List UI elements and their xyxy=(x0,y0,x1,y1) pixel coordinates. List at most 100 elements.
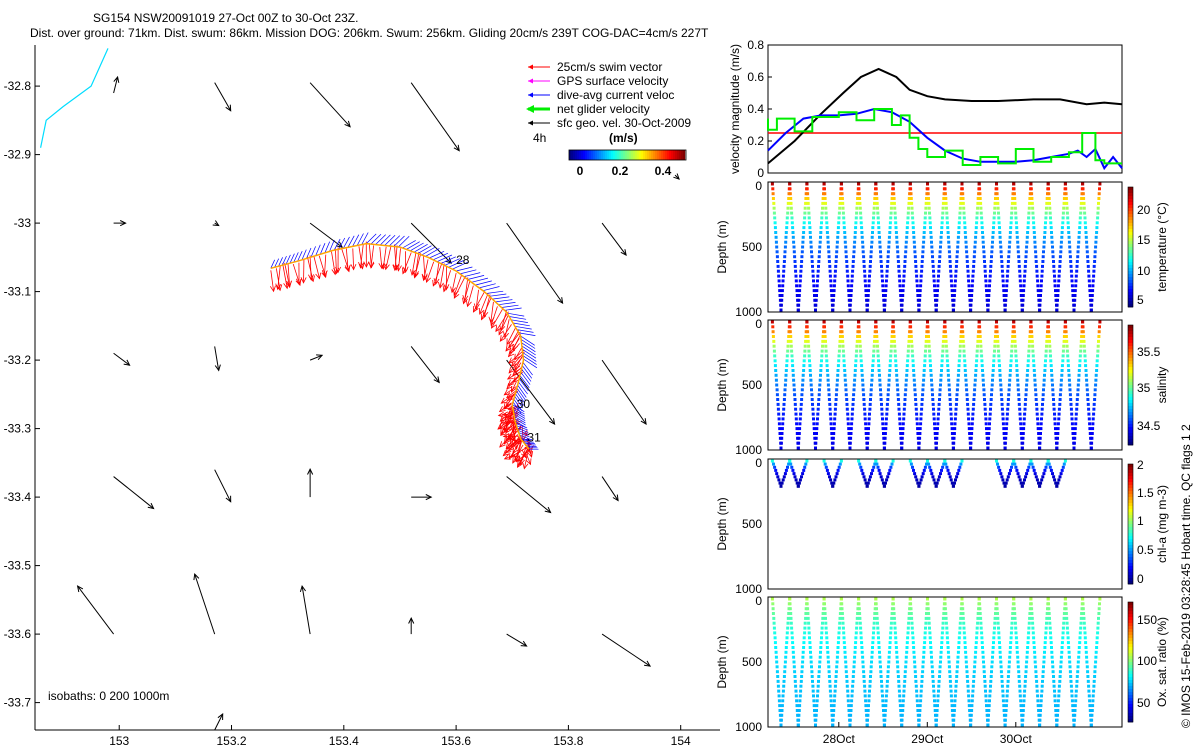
section-dot xyxy=(890,616,894,620)
section-dot xyxy=(778,427,782,431)
section-dot xyxy=(784,231,788,234)
section-dot xyxy=(1042,245,1046,249)
section-dot xyxy=(1010,616,1014,620)
section-dot xyxy=(775,670,779,674)
section-dot xyxy=(1019,284,1023,288)
section-dot xyxy=(962,621,966,625)
section-dot xyxy=(1047,325,1050,329)
section-dot xyxy=(792,250,796,254)
section-dot xyxy=(1035,402,1039,406)
section-dot xyxy=(1061,626,1065,630)
section-dot xyxy=(929,468,933,472)
section-dot xyxy=(788,597,792,601)
section-dot xyxy=(1025,655,1029,659)
section-dot xyxy=(839,459,843,463)
section-dot xyxy=(989,679,993,683)
section-dot xyxy=(1007,660,1011,664)
section-dot xyxy=(946,468,950,472)
section-dot xyxy=(941,211,945,215)
section-dot xyxy=(876,216,880,220)
section-dot xyxy=(829,704,833,708)
section-dot xyxy=(838,621,842,625)
section-dot xyxy=(1098,320,1102,324)
section-dot xyxy=(1004,713,1008,717)
section-dot xyxy=(833,407,837,411)
section-dot xyxy=(1023,689,1027,693)
section-dot xyxy=(923,364,927,368)
section-dot xyxy=(924,201,928,205)
colorbar-cell xyxy=(613,150,616,160)
section-dot xyxy=(1056,422,1060,426)
section-dot xyxy=(1074,279,1078,283)
section-dot xyxy=(990,393,993,397)
section-dot xyxy=(806,192,810,196)
section-dot xyxy=(784,468,788,472)
section-dot xyxy=(1035,412,1039,416)
section-dot xyxy=(804,197,808,200)
section-dot xyxy=(864,432,868,435)
section-dot xyxy=(782,679,786,683)
section-dot xyxy=(1010,621,1014,625)
section-dot xyxy=(807,621,811,625)
section-dot xyxy=(999,245,1003,249)
section-dot xyxy=(962,216,966,220)
section-dot xyxy=(777,412,781,416)
section-dot xyxy=(823,612,827,615)
section-dot xyxy=(969,446,973,450)
section-dot xyxy=(873,197,877,200)
colorbar-cell xyxy=(617,150,620,160)
section-dot xyxy=(985,294,989,297)
section-dot xyxy=(957,468,961,472)
map-ytick-label: -33 xyxy=(14,216,32,230)
day-label: 31 xyxy=(527,431,541,445)
colorbar-cell xyxy=(1128,464,1133,468)
section-dot xyxy=(1062,206,1066,210)
geo-vector xyxy=(214,712,224,731)
dac-vector xyxy=(475,280,492,286)
section-dot xyxy=(942,612,946,615)
section-dot xyxy=(978,607,982,611)
dac-vector xyxy=(338,237,346,250)
section-dot xyxy=(924,626,927,630)
section-dot xyxy=(965,388,969,392)
section-dot xyxy=(1072,303,1076,307)
section-dot xyxy=(995,459,998,463)
section-dot xyxy=(913,245,917,249)
section-dot xyxy=(915,694,919,698)
section-dot xyxy=(801,383,805,387)
section-dot xyxy=(1015,373,1019,377)
section-dot xyxy=(885,269,889,273)
section-dot xyxy=(923,216,927,220)
section-dot xyxy=(792,378,796,382)
section-dot xyxy=(996,206,1000,210)
section-dot xyxy=(921,665,925,669)
section-dot xyxy=(1003,718,1007,722)
section-dot xyxy=(1059,472,1063,476)
section-dot xyxy=(800,475,803,479)
section-dot xyxy=(828,264,832,268)
section-dot xyxy=(818,383,822,387)
section-dot xyxy=(1006,679,1010,683)
section-dot xyxy=(1076,255,1080,259)
section-dot xyxy=(1041,264,1044,268)
section-dot xyxy=(920,675,924,678)
section-dot xyxy=(875,339,879,343)
section-dot xyxy=(1070,694,1074,698)
dac-vector xyxy=(514,418,526,426)
section-dot xyxy=(918,713,922,717)
section-dot xyxy=(1032,226,1036,230)
section-dot xyxy=(825,641,829,645)
section-dot xyxy=(789,201,793,205)
section-dot xyxy=(1021,436,1025,440)
section-dot xyxy=(836,641,840,645)
section-dot xyxy=(840,197,844,200)
section-dot xyxy=(990,250,994,254)
section-dot xyxy=(852,670,856,674)
section-dot xyxy=(1024,393,1028,397)
section-dot xyxy=(854,364,858,368)
section-dot xyxy=(858,339,862,343)
section-dot xyxy=(912,655,916,659)
section-dot xyxy=(1060,226,1064,230)
swim-vector xyxy=(413,253,422,279)
section-dot xyxy=(793,670,797,674)
